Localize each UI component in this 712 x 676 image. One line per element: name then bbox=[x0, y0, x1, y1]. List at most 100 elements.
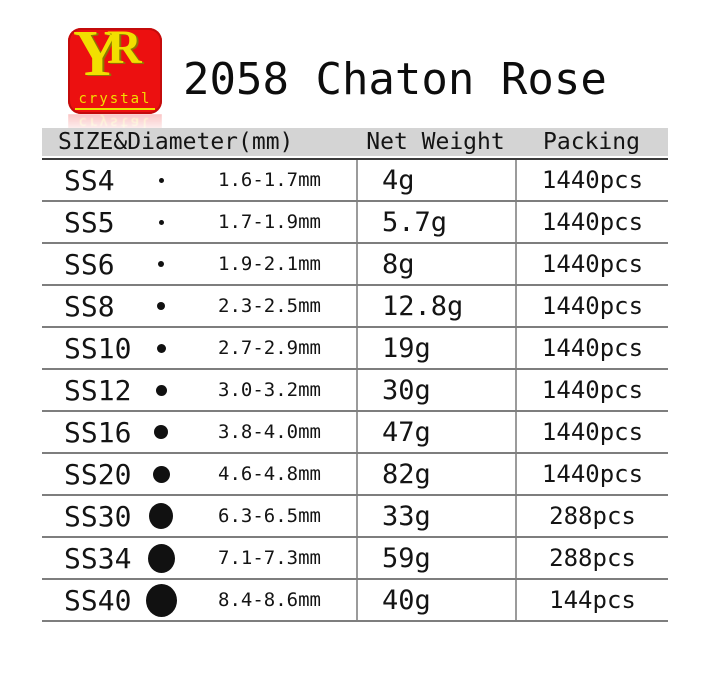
net-weight-cell: 47g bbox=[356, 412, 515, 452]
diameter-value: 4.6-4.8mm bbox=[218, 463, 321, 485]
logo-letter-y: Y bbox=[73, 17, 121, 90]
dot-shape bbox=[156, 343, 166, 353]
size-dot-icon bbox=[130, 177, 192, 183]
header-size-diameter: SIZE&Diameter(mm) bbox=[58, 129, 294, 155]
dot-shape bbox=[155, 384, 167, 396]
size-label: SS34 bbox=[64, 541, 132, 575]
header-separator-line bbox=[42, 158, 668, 160]
packing-value: 1440pcs bbox=[541, 292, 644, 320]
net-weight-cell: 19g bbox=[356, 328, 515, 368]
net-weight-value: 8g bbox=[382, 248, 415, 280]
size-diameter-cell: SS10 2.7-2.9mm bbox=[42, 328, 356, 368]
size-label: SS6 bbox=[64, 247, 115, 281]
table-row: SS34 7.1-7.3mm 59g 288pcs bbox=[42, 538, 668, 580]
size-label: SS12 bbox=[64, 373, 132, 407]
page-title: 2058 Chaton Rose bbox=[183, 54, 607, 105]
net-weight-cell: 5.7g bbox=[356, 202, 515, 242]
net-weight-cell: 8g bbox=[356, 244, 515, 284]
net-weight-cell: 30g bbox=[356, 370, 515, 410]
table-row: SS10 2.7-2.9mm 19g 1440pcs bbox=[42, 328, 668, 370]
packing-cell: 1440pcs bbox=[515, 202, 668, 242]
size-dot-icon bbox=[130, 384, 192, 396]
packing-value: 1440pcs bbox=[541, 250, 644, 278]
packing-cell: 1440pcs bbox=[515, 328, 668, 368]
size-diameter-cell: SS34 7.1-7.3mm bbox=[42, 538, 356, 578]
diameter-value: 7.1-7.3mm bbox=[218, 547, 321, 569]
dot-shape bbox=[158, 177, 164, 183]
size-label: SS30 bbox=[64, 499, 132, 533]
net-weight-value: 82g bbox=[382, 458, 431, 490]
packing-cell: 1440pcs bbox=[515, 412, 668, 452]
brand-logo: Y R crystal bbox=[68, 17, 162, 114]
dot-shape bbox=[154, 425, 168, 439]
net-weight-value: 4g bbox=[382, 164, 415, 196]
net-weight-value: 33g bbox=[382, 500, 431, 532]
net-weight-cell: 4g bbox=[356, 160, 515, 200]
net-weight-value: 47g bbox=[382, 416, 431, 448]
dot-shape bbox=[157, 302, 165, 310]
table-header-row: SIZE&Diameter(mm) Net Weight Packing bbox=[42, 128, 668, 156]
size-diameter-cell: SS16 3.8-4.0mm bbox=[42, 412, 356, 452]
packing-value: 1440pcs bbox=[541, 418, 644, 446]
table-body: SS4 1.6-1.7mm 4g 1440pcs SS5 1.7-1.9mm 5… bbox=[42, 160, 668, 622]
table-row: SS4 1.6-1.7mm 4g 1440pcs bbox=[42, 160, 668, 202]
table-row: SS12 3.0-3.2mm 30g 1440pcs bbox=[42, 370, 668, 412]
dot-shape bbox=[149, 503, 173, 529]
packing-cell: 288pcs bbox=[515, 538, 668, 578]
size-diameter-cell: SS40 8.4-8.6mm bbox=[42, 580, 356, 620]
net-weight-cell: 59g bbox=[356, 538, 515, 578]
dot-shape bbox=[145, 583, 177, 617]
size-label: SS20 bbox=[64, 457, 132, 491]
packing-value: 1440pcs bbox=[541, 376, 644, 404]
dot-shape bbox=[158, 219, 164, 225]
size-spec-table: SIZE&Diameter(mm) Net Weight Packing SS4… bbox=[42, 128, 668, 622]
size-dot-icon bbox=[130, 465, 192, 483]
size-label: SS8 bbox=[64, 289, 115, 323]
packing-cell: 144pcs bbox=[515, 580, 668, 620]
size-label: SS4 bbox=[64, 163, 115, 197]
dot-shape bbox=[147, 543, 175, 573]
size-dot-icon bbox=[130, 503, 192, 529]
table-row: SS6 1.9-2.1mm 8g 1440pcs bbox=[42, 244, 668, 286]
table-row: SS30 6.3-6.5mm 33g 288pcs bbox=[42, 496, 668, 538]
size-dot-icon bbox=[130, 302, 192, 310]
table-row: SS8 2.3-2.5mm 12.8g 1440pcs bbox=[42, 286, 668, 328]
size-diameter-cell: SS30 6.3-6.5mm bbox=[42, 496, 356, 536]
packing-cell: 1440pcs bbox=[515, 370, 668, 410]
size-label: SS16 bbox=[64, 415, 132, 449]
size-diameter-cell: SS6 1.9-2.1mm bbox=[42, 244, 356, 284]
logo-letter-r: R bbox=[107, 21, 142, 74]
size-diameter-cell: SS12 3.0-3.2mm bbox=[42, 370, 356, 410]
net-weight-value: 40g bbox=[382, 584, 431, 616]
table-row: SS16 3.8-4.0mm 47g 1440pcs bbox=[42, 412, 668, 454]
diameter-value: 6.3-6.5mm bbox=[218, 505, 321, 527]
diameter-value: 1.9-2.1mm bbox=[218, 253, 321, 275]
logo-subtitle: crystal bbox=[78, 91, 152, 107]
diameter-value: 3.0-3.2mm bbox=[218, 379, 321, 401]
size-dot-icon bbox=[130, 543, 192, 573]
table-row: SS20 4.6-4.8mm 82g 1440pcs bbox=[42, 454, 668, 496]
diameter-value: 2.7-2.9mm bbox=[218, 337, 321, 359]
logo-underline bbox=[74, 108, 156, 110]
packing-value: 1440pcs bbox=[541, 460, 644, 488]
diameter-value: 1.6-1.7mm bbox=[218, 169, 321, 191]
size-dot-icon bbox=[130, 343, 192, 353]
header-net-weight: Net Weight bbox=[366, 129, 505, 155]
packing-value: 1440pcs bbox=[541, 334, 644, 362]
dot-shape bbox=[152, 465, 170, 483]
size-diameter-cell: SS8 2.3-2.5mm bbox=[42, 286, 356, 326]
net-weight-value: 19g bbox=[382, 332, 431, 364]
table-row: SS40 8.4-8.6mm 40g 144pcs bbox=[42, 580, 668, 622]
size-diameter-cell: SS20 4.6-4.8mm bbox=[42, 454, 356, 494]
packing-value: 288pcs bbox=[549, 502, 636, 530]
diameter-value: 3.8-4.0mm bbox=[218, 421, 321, 443]
diameter-value: 1.7-1.9mm bbox=[218, 211, 321, 233]
packing-value: 144pcs bbox=[549, 586, 636, 614]
net-weight-cell: 40g bbox=[356, 580, 515, 620]
size-dot-icon bbox=[130, 219, 192, 225]
net-weight-value: 59g bbox=[382, 542, 431, 574]
net-weight-value: 5.7g bbox=[382, 206, 448, 238]
net-weight-value: 30g bbox=[382, 374, 431, 406]
net-weight-cell: 82g bbox=[356, 454, 515, 494]
